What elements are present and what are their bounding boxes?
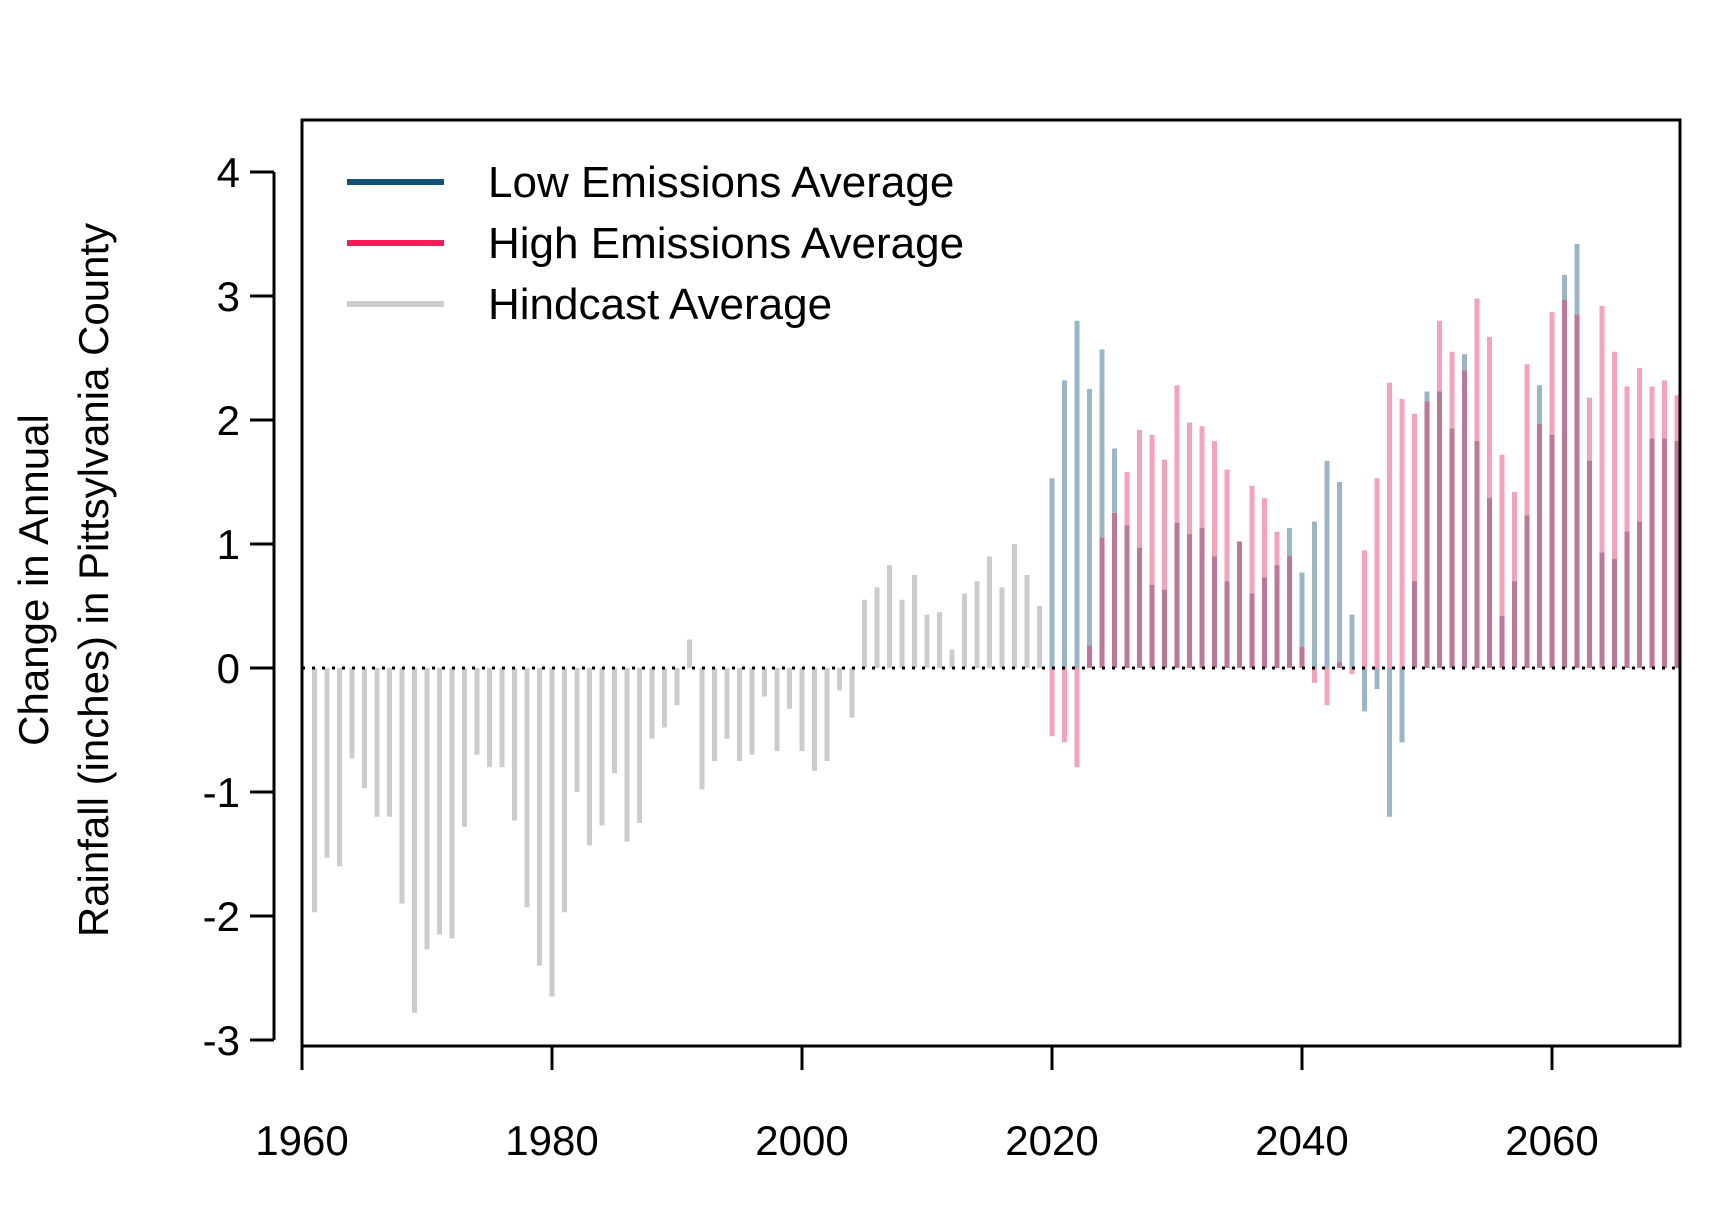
y-tick-label--3: -3	[203, 1017, 240, 1064]
y-tick-label-1: 1	[217, 521, 240, 568]
y-tick-label-2: 2	[217, 397, 240, 444]
x-tick-label-1960: 1960	[255, 1117, 348, 1164]
x-axis: 1960 1980 2000 2020 2040 2060	[255, 1044, 1599, 1164]
legend-label-hindcast-average: Hindcast Average	[488, 280, 832, 329]
y-tick-label-0: 0	[217, 645, 240, 692]
high-emissions-bars	[1049, 298, 1680, 768]
y-tick-label--2: -2	[203, 893, 240, 940]
legend: Low Emissions Average High Emissions Aver…	[347, 158, 964, 329]
y-tick-label-4: 4	[217, 149, 240, 196]
low-emissions-bars	[1049, 243, 1680, 817]
x-tick-label-2000: 2000	[755, 1117, 848, 1164]
x-tick-label-1980: 1980	[505, 1117, 598, 1164]
y-axis: -3 -2 -1 0 1 2 3 4	[203, 149, 276, 1064]
y-tick-label-3: 3	[217, 273, 240, 320]
y-axis-label-line-2: Rainfall (inches) in Pittsylvania County	[70, 223, 117, 937]
x-tick-label-2040: 2040	[1255, 1117, 1348, 1164]
hindcast-bars	[312, 544, 1042, 1013]
y-tick-label--1: -1	[203, 769, 240, 816]
legend-label-low-emissions-average: Low Emissions Average	[488, 158, 954, 207]
y-axis-label-line-1: Change in Annual	[10, 414, 57, 746]
x-tick-label-2020: 2020	[1005, 1117, 1098, 1164]
x-tick-label-2060: 2060	[1505, 1117, 1598, 1164]
legend-label-high-emissions-average: High Emissions Average	[488, 219, 964, 268]
y-axis-label: Change in Annual Rainfall (inches) in Pi…	[10, 223, 117, 937]
